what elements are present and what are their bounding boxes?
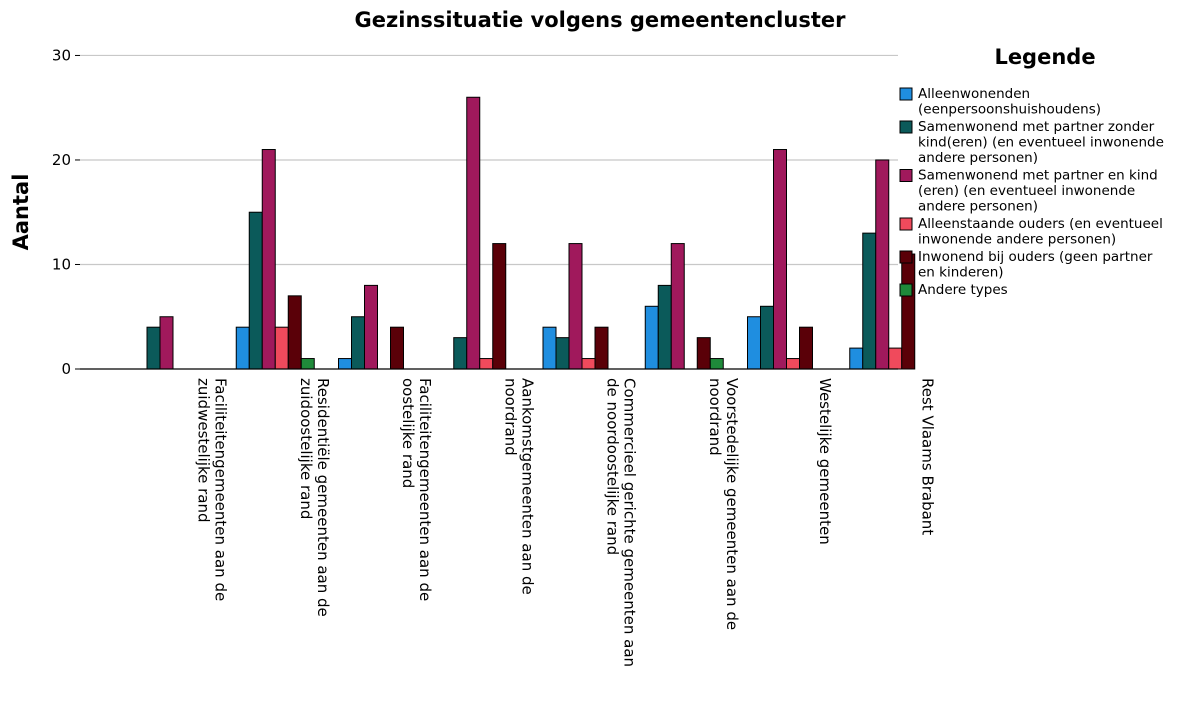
bar [875, 159, 890, 370]
x-tick-label-line: Faciliteitengemeenten aan de [416, 378, 434, 601]
x-tick-label: Residentiële gemeenten aan dezuidoosteli… [297, 378, 332, 617]
bar [479, 358, 494, 370]
x-tick-label-line: oostelijke rand [399, 378, 417, 488]
legend-label: Alleenstaande ouders (en eventueel [918, 216, 1163, 232]
bar [338, 358, 352, 370]
bar [274, 326, 289, 370]
bar [581, 358, 596, 370]
bar [146, 326, 161, 370]
bar [670, 243, 685, 370]
x-tick-label-line: Westelijke gemeenten [816, 378, 834, 545]
legend-label: Samenwonend met partner zonder [918, 119, 1155, 135]
legend-swatch [899, 283, 913, 297]
x-tick-label-line: Voorstedelijke gemeenten aan de [723, 378, 741, 630]
y-axis-ticks: 0 10 20 30 [52, 46, 80, 378]
legend-swatch [899, 169, 913, 182]
legend-label: andere personen) [918, 150, 1038, 166]
y-tick-label: 10 [52, 255, 71, 273]
x-tick-label: Faciliteitengemeenten aan dezuidwestelij… [195, 378, 230, 601]
y-tick-label: 0 [61, 360, 71, 378]
bar [287, 295, 302, 370]
chart-title: Gezinssituatie volgens gemeentencluster [355, 8, 847, 32]
bar [568, 243, 583, 370]
legend-label: Inwonend bij ouders (geen partner [918, 249, 1153, 265]
x-tick-label-line: zuidwestelijke rand [195, 378, 213, 523]
bar [888, 347, 903, 370]
bar [542, 326, 557, 370]
y-tick-label: 30 [52, 46, 71, 64]
legend-swatch [899, 120, 913, 134]
bar [364, 284, 378, 370]
legend-label: Samenwonend met partner en kind [918, 168, 1158, 184]
legend: Legende Alleenwonenden(eenpersoonshuisho… [899, 45, 1164, 298]
x-tick-label-line: Commercieel gerichte gemeenten aan [621, 378, 639, 667]
legend-label: kind(eren) (en eventueel inwonende [918, 135, 1164, 151]
bar [235, 326, 250, 370]
bar [760, 305, 774, 370]
x-axis-tick-labels: Faciliteitengemeenten aan dezuidwestelij… [195, 378, 937, 667]
bar [261, 149, 276, 370]
x-tick-label-line: Faciliteitengemeenten aan de [212, 378, 230, 601]
bar [159, 316, 174, 370]
bar [492, 243, 507, 370]
bar [453, 337, 468, 370]
x-tick-label-line: Residentiële gemeenten aan de [314, 378, 332, 617]
legend-label: en kinderen) [918, 265, 1004, 281]
y-axis-label: Aantal [9, 174, 33, 251]
y-tick-label: 20 [52, 151, 71, 169]
x-tick-label-line: de noordoostelijke rand [604, 378, 622, 555]
x-tick-label-line: noordrand [706, 378, 724, 456]
bar [849, 347, 864, 370]
bar [862, 232, 877, 370]
legend-swatch [899, 217, 913, 231]
bar [747, 316, 761, 370]
bar [696, 337, 711, 370]
x-tick-label-line: noordrand [501, 378, 519, 456]
bar [390, 326, 404, 370]
bars [146, 96, 916, 370]
x-tick-label: Commercieel gerichte gemeenten aande noo… [604, 378, 639, 667]
bar [300, 358, 315, 370]
legend-swatch [899, 250, 913, 264]
bar [786, 358, 800, 370]
legend-label: Alleenwonenden [918, 86, 1030, 102]
x-tick-label: Rest Vlaams Brabant [918, 378, 936, 535]
gridlines [80, 54, 898, 266]
bar [466, 96, 481, 370]
bar [709, 358, 724, 370]
bar [773, 149, 787, 370]
bar [657, 284, 672, 370]
legend-label: andere personen) [918, 199, 1038, 215]
legend-label: Andere types [918, 282, 1008, 298]
legend-title: Legende [994, 45, 1095, 69]
bar [351, 316, 365, 370]
x-tick-label: Westelijke gemeenten [816, 378, 834, 545]
bar [901, 253, 916, 370]
bar [248, 211, 263, 370]
x-tick-label-line: Aankomstgemeenten aan de [518, 378, 536, 595]
bar [594, 326, 609, 370]
legend-label: (eren) (en eventueel inwonende [918, 183, 1135, 199]
bar [644, 305, 659, 370]
bar [799, 326, 813, 370]
x-tick-label-line: Rest Vlaams Brabant [918, 378, 936, 535]
legend-swatch [899, 87, 913, 101]
bar [555, 337, 570, 370]
x-tick-label-line: zuidoostelijke rand [297, 378, 315, 519]
legend-label: (eenpersoonshuishoudens) [918, 102, 1101, 118]
legend-label: inwonende andere personen) [918, 232, 1116, 248]
